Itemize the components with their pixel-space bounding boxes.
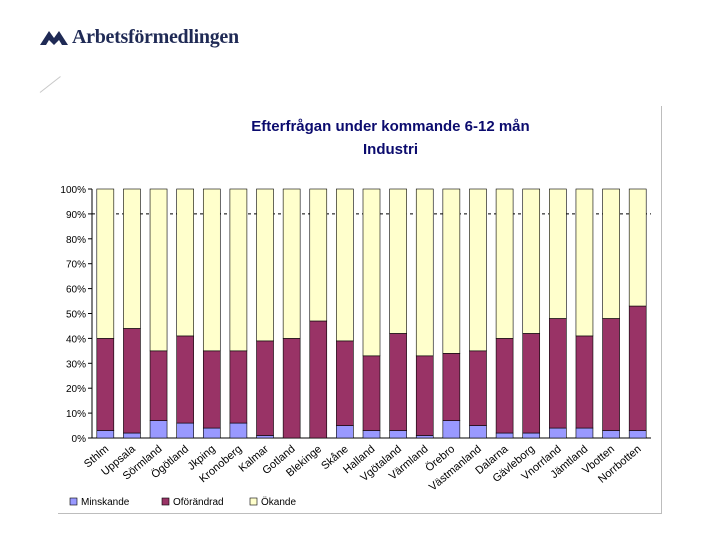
chart-frame [58, 106, 662, 514]
legend-label: Ökande [261, 496, 296, 508]
y-tick-label: 20% [66, 384, 86, 395]
bar-segment-oförändrad [149, 350, 168, 421]
bar-segment-ökande [176, 188, 194, 337]
bar-segment-oförändrad [522, 333, 541, 434]
legend-swatch [69, 497, 78, 506]
bar-segment-oförändrad [628, 305, 647, 431]
bar-segment-ökande [336, 188, 354, 342]
bar-segment-oförändrad [336, 340, 354, 426]
bar-segment-minskande [149, 420, 168, 439]
bar-segment-oförändrad [415, 355, 434, 436]
y-tick-label: 30% [66, 359, 86, 370]
bar-segment-ökande [202, 188, 221, 352]
logo-mark-icon [40, 30, 68, 45]
bar-segment-minskande [469, 425, 487, 439]
bar-segment-minskande [522, 432, 541, 439]
bar-segment-ökande [389, 188, 407, 334]
chart-subtitle: Industri [363, 141, 418, 158]
bar-segment-minskande [176, 422, 194, 439]
bar-segment-oförändrad [282, 338, 301, 439]
bar-segment-oförändrad [229, 350, 248, 424]
bar-segment-minskande [628, 430, 647, 439]
legend-label: Oförändrad [173, 497, 224, 508]
bar-segment-minskande [229, 422, 248, 439]
bar-segment-oförändrad [575, 335, 594, 429]
bar-segment-minskande [362, 430, 381, 439]
bar-segment-minskande [336, 425, 354, 439]
bar-segment-ökande [229, 188, 248, 352]
bar-segment-ökande [256, 188, 274, 342]
bar-segment-oförändrad [176, 335, 194, 424]
bar-segment-oförändrad [96, 338, 115, 431]
bar-segment-ökande [628, 188, 647, 307]
y-tick-label: 70% [66, 260, 86, 271]
legend-swatch [161, 497, 170, 506]
bar-segment-minskande [549, 427, 567, 439]
bar-segment-minskande [202, 427, 221, 439]
bar-segment-ökande [469, 188, 487, 352]
bar-segment-oförändrad [309, 320, 328, 439]
bar-segment-minskande [602, 430, 620, 439]
y-tick-label: 90% [66, 210, 86, 221]
bar-segment-oförändrad [602, 318, 620, 431]
bar-segment-ökande [282, 188, 301, 339]
bar-segment-ökande [309, 188, 328, 322]
bar-segment-oförändrad [442, 353, 461, 421]
bar-segment-minskande [495, 432, 514, 439]
bar-segment-ökande [149, 188, 168, 352]
bar-segment-oförändrad [469, 350, 487, 426]
y-tick-label: 60% [66, 285, 86, 296]
bar-segment-minskande [415, 435, 434, 439]
bar-segment-oförändrad [389, 333, 407, 431]
bar-segment-oförändrad [256, 340, 274, 436]
y-tick-label: 40% [66, 334, 86, 345]
y-tick-label: 100% [60, 185, 86, 196]
y-tick-label: 50% [66, 310, 86, 321]
bar-segment-minskande [442, 420, 461, 439]
bar-segment-ökande [96, 188, 115, 339]
bar-segment-minskande [256, 435, 274, 439]
bar-segment-ökande [495, 188, 514, 339]
bar-segment-oförändrad [495, 338, 514, 434]
bar-segment-minskande [123, 432, 141, 439]
bar-segment-ökande [549, 188, 567, 319]
y-tick-label: 10% [66, 409, 86, 420]
bar-segment-ökande [123, 188, 141, 329]
bar-segment-ökande [602, 188, 620, 319]
y-tick-label: 80% [66, 235, 86, 246]
bar-segment-minskande [96, 430, 115, 439]
bar-segment-ökande [442, 188, 461, 354]
bar-segment-ökande [362, 188, 381, 357]
bar-segment-minskande [389, 430, 407, 439]
bar-segment-ökande [575, 188, 594, 337]
y-tick-label: 0% [72, 434, 87, 445]
logo: Arbetsförmedlingen [40, 26, 239, 49]
bar-segment-ökande [522, 188, 541, 334]
bar-segment-oförändrad [549, 318, 567, 429]
bar-segment-oförändrad [202, 350, 221, 429]
legend-swatch [249, 497, 258, 506]
logo-text: Arbetsförmedlingen [72, 26, 239, 48]
chart-title: Efterfrågan under kommande 6-12 mån [251, 118, 530, 135]
legend-label: Minskande [81, 497, 130, 508]
bar-segment-oförändrad [362, 355, 381, 431]
bar-segment-oförändrad [123, 328, 141, 434]
bar-segment-minskande [575, 427, 594, 439]
bar-segment-ökande [415, 188, 434, 357]
